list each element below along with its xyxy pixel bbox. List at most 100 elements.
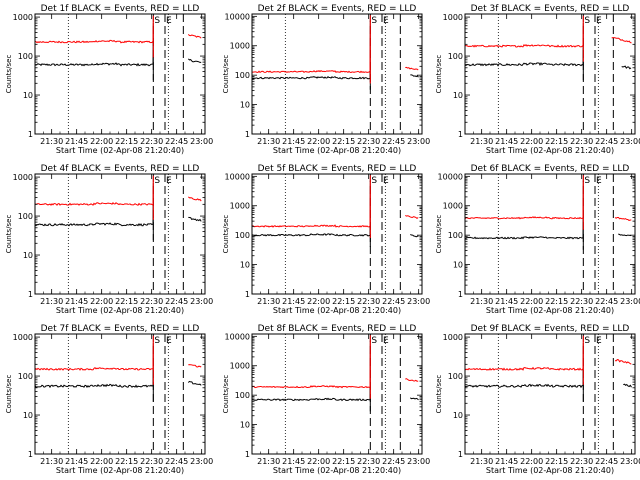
lld-series-after bbox=[405, 66, 419, 71]
x-tick-label: 22:30 bbox=[357, 297, 380, 306]
y-tick-label: 1000 bbox=[443, 13, 463, 22]
y-tick-label: 10 bbox=[23, 251, 33, 260]
lld-series-after bbox=[187, 34, 202, 39]
y-tick-label: 1000 bbox=[443, 333, 463, 342]
events-series-after bbox=[621, 65, 632, 70]
y-tick-label: 1000 bbox=[230, 42, 250, 51]
x-tick-label: 22:15 bbox=[332, 457, 355, 466]
y-tick-label: 100 bbox=[448, 52, 463, 61]
y-axis-label: Counts/sec bbox=[5, 55, 13, 94]
lld-series-after bbox=[614, 359, 632, 365]
y-tick-label: 1000 bbox=[443, 202, 463, 211]
lld-series bbox=[464, 15, 584, 62]
y-tick-label: 1 bbox=[458, 290, 463, 299]
y-tick-label: 10 bbox=[240, 261, 250, 270]
x-tick-label: 22:30 bbox=[570, 297, 593, 306]
x-tick-label: 21:45 bbox=[65, 457, 88, 466]
events-series bbox=[464, 22, 584, 81]
start-marker-label: S bbox=[584, 176, 590, 186]
x-tick-label: 22:30 bbox=[570, 457, 593, 466]
events-series-after bbox=[187, 58, 202, 63]
x-tick-label: 22:00 bbox=[520, 457, 543, 466]
x-tick-label: 23:00 bbox=[620, 137, 640, 146]
y-tick-label: 100 bbox=[448, 372, 463, 381]
panel-title: Det 9f BLACK = Events, RED = LLD bbox=[471, 324, 630, 334]
end-marker-label: E bbox=[383, 176, 389, 186]
x-tick-label: 22:30 bbox=[357, 137, 380, 146]
events-series bbox=[34, 342, 154, 402]
x-tick-label: 22:00 bbox=[307, 297, 330, 306]
x-tick-label: 21:45 bbox=[282, 137, 305, 146]
start-marker-label: S bbox=[154, 336, 160, 346]
panel-title: Det 4f BLACK = Events, RED = LLD bbox=[41, 164, 200, 174]
end-marker-label: E bbox=[383, 16, 389, 26]
lld-series-after bbox=[405, 214, 419, 220]
x-tick-label: 22:15 bbox=[545, 297, 568, 306]
x-tick-label: 22:15 bbox=[332, 297, 355, 306]
x-tick-label: 23:00 bbox=[407, 297, 430, 306]
x-axis-label: Start Time (02-Apr-08 21:20:40) bbox=[56, 146, 184, 155]
x-tick-label: 22:45 bbox=[382, 137, 405, 146]
x-tick-label: 21:30 bbox=[40, 457, 63, 466]
x-axis-label: Start Time (02-Apr-08 21:20:40) bbox=[486, 146, 614, 155]
lld-series bbox=[34, 175, 154, 220]
x-axis-label: Start Time (02-Apr-08 21:20:40) bbox=[273, 466, 401, 475]
y-axis-label: Counts/sec bbox=[5, 375, 13, 414]
events-series bbox=[464, 342, 584, 402]
x-tick-label: 21:45 bbox=[495, 137, 518, 146]
y-tick-label: 1 bbox=[245, 450, 250, 459]
panel-det-6: Det 6f BLACK = Events, RED = LLD S E 1 10 100… bbox=[435, 164, 640, 315]
x-tick-label: 21:30 bbox=[470, 457, 493, 466]
x-tick-label: 21:45 bbox=[65, 297, 88, 306]
end-marker-label: E bbox=[596, 16, 602, 26]
events-series bbox=[251, 180, 371, 247]
x-tick-label: 22:30 bbox=[140, 137, 163, 146]
y-tick-label: 1 bbox=[245, 290, 250, 299]
start-marker-label: S bbox=[371, 336, 377, 346]
y-tick-label: 1 bbox=[458, 450, 463, 459]
plot-frame bbox=[251, 173, 423, 295]
panel-det-5: Det 5f BLACK = Events, RED = LLD S E 1 10 100… bbox=[222, 164, 430, 315]
y-axis-label: Counts/sec bbox=[435, 375, 443, 414]
lld-series bbox=[251, 175, 371, 238]
x-tick-label: 21:30 bbox=[470, 137, 493, 146]
events-series-after bbox=[188, 216, 202, 222]
x-tick-label: 22:15 bbox=[115, 457, 138, 466]
panel-det-7: Det 7f BLACK = Events, RED = LLD S E 1 10 100… bbox=[5, 324, 213, 475]
panel-title: Det 3f BLACK = Events, RED = LLD bbox=[471, 4, 630, 14]
x-tick-label: 22:45 bbox=[165, 457, 188, 466]
plot-frame bbox=[464, 13, 636, 135]
x-tick-label: 22:30 bbox=[140, 297, 163, 306]
lld-series-after bbox=[614, 217, 632, 221]
x-tick-label: 21:30 bbox=[470, 297, 493, 306]
events-series-after bbox=[410, 234, 419, 238]
start-marker-label: S bbox=[584, 336, 590, 346]
x-tick-label: 22:45 bbox=[595, 457, 618, 466]
y-tick-label: 100 bbox=[18, 212, 33, 221]
x-tick-label: 22:00 bbox=[307, 137, 330, 146]
plot-frame bbox=[251, 13, 423, 135]
x-tick-label: 23:00 bbox=[190, 297, 213, 306]
x-tick-label: 22:45 bbox=[595, 137, 618, 146]
y-tick-label: 100 bbox=[235, 71, 250, 80]
x-tick-label: 21:45 bbox=[282, 457, 305, 466]
x-tick-label: 22:45 bbox=[165, 297, 188, 306]
x-tick-label: 22:30 bbox=[140, 457, 163, 466]
y-tick-label: 1 bbox=[458, 130, 463, 139]
y-tick-label: 1000 bbox=[13, 173, 33, 182]
events-series bbox=[251, 340, 371, 412]
lld-series bbox=[464, 175, 584, 230]
y-tick-label: 100 bbox=[18, 372, 33, 381]
panel-title: Det 8f BLACK = Events, RED = LLD bbox=[258, 324, 417, 334]
x-tick-label: 23:00 bbox=[407, 137, 430, 146]
y-axis-label: Counts/sec bbox=[222, 55, 230, 94]
events-series bbox=[251, 20, 371, 90]
y-tick-label: 1 bbox=[28, 130, 33, 139]
events-series-after bbox=[187, 380, 202, 386]
plot-frame bbox=[464, 173, 636, 295]
y-axis-label: Counts/sec bbox=[435, 55, 443, 94]
x-tick-label: 21:45 bbox=[282, 297, 305, 306]
y-tick-label: 10 bbox=[453, 411, 463, 420]
x-tick-label: 21:45 bbox=[65, 137, 88, 146]
